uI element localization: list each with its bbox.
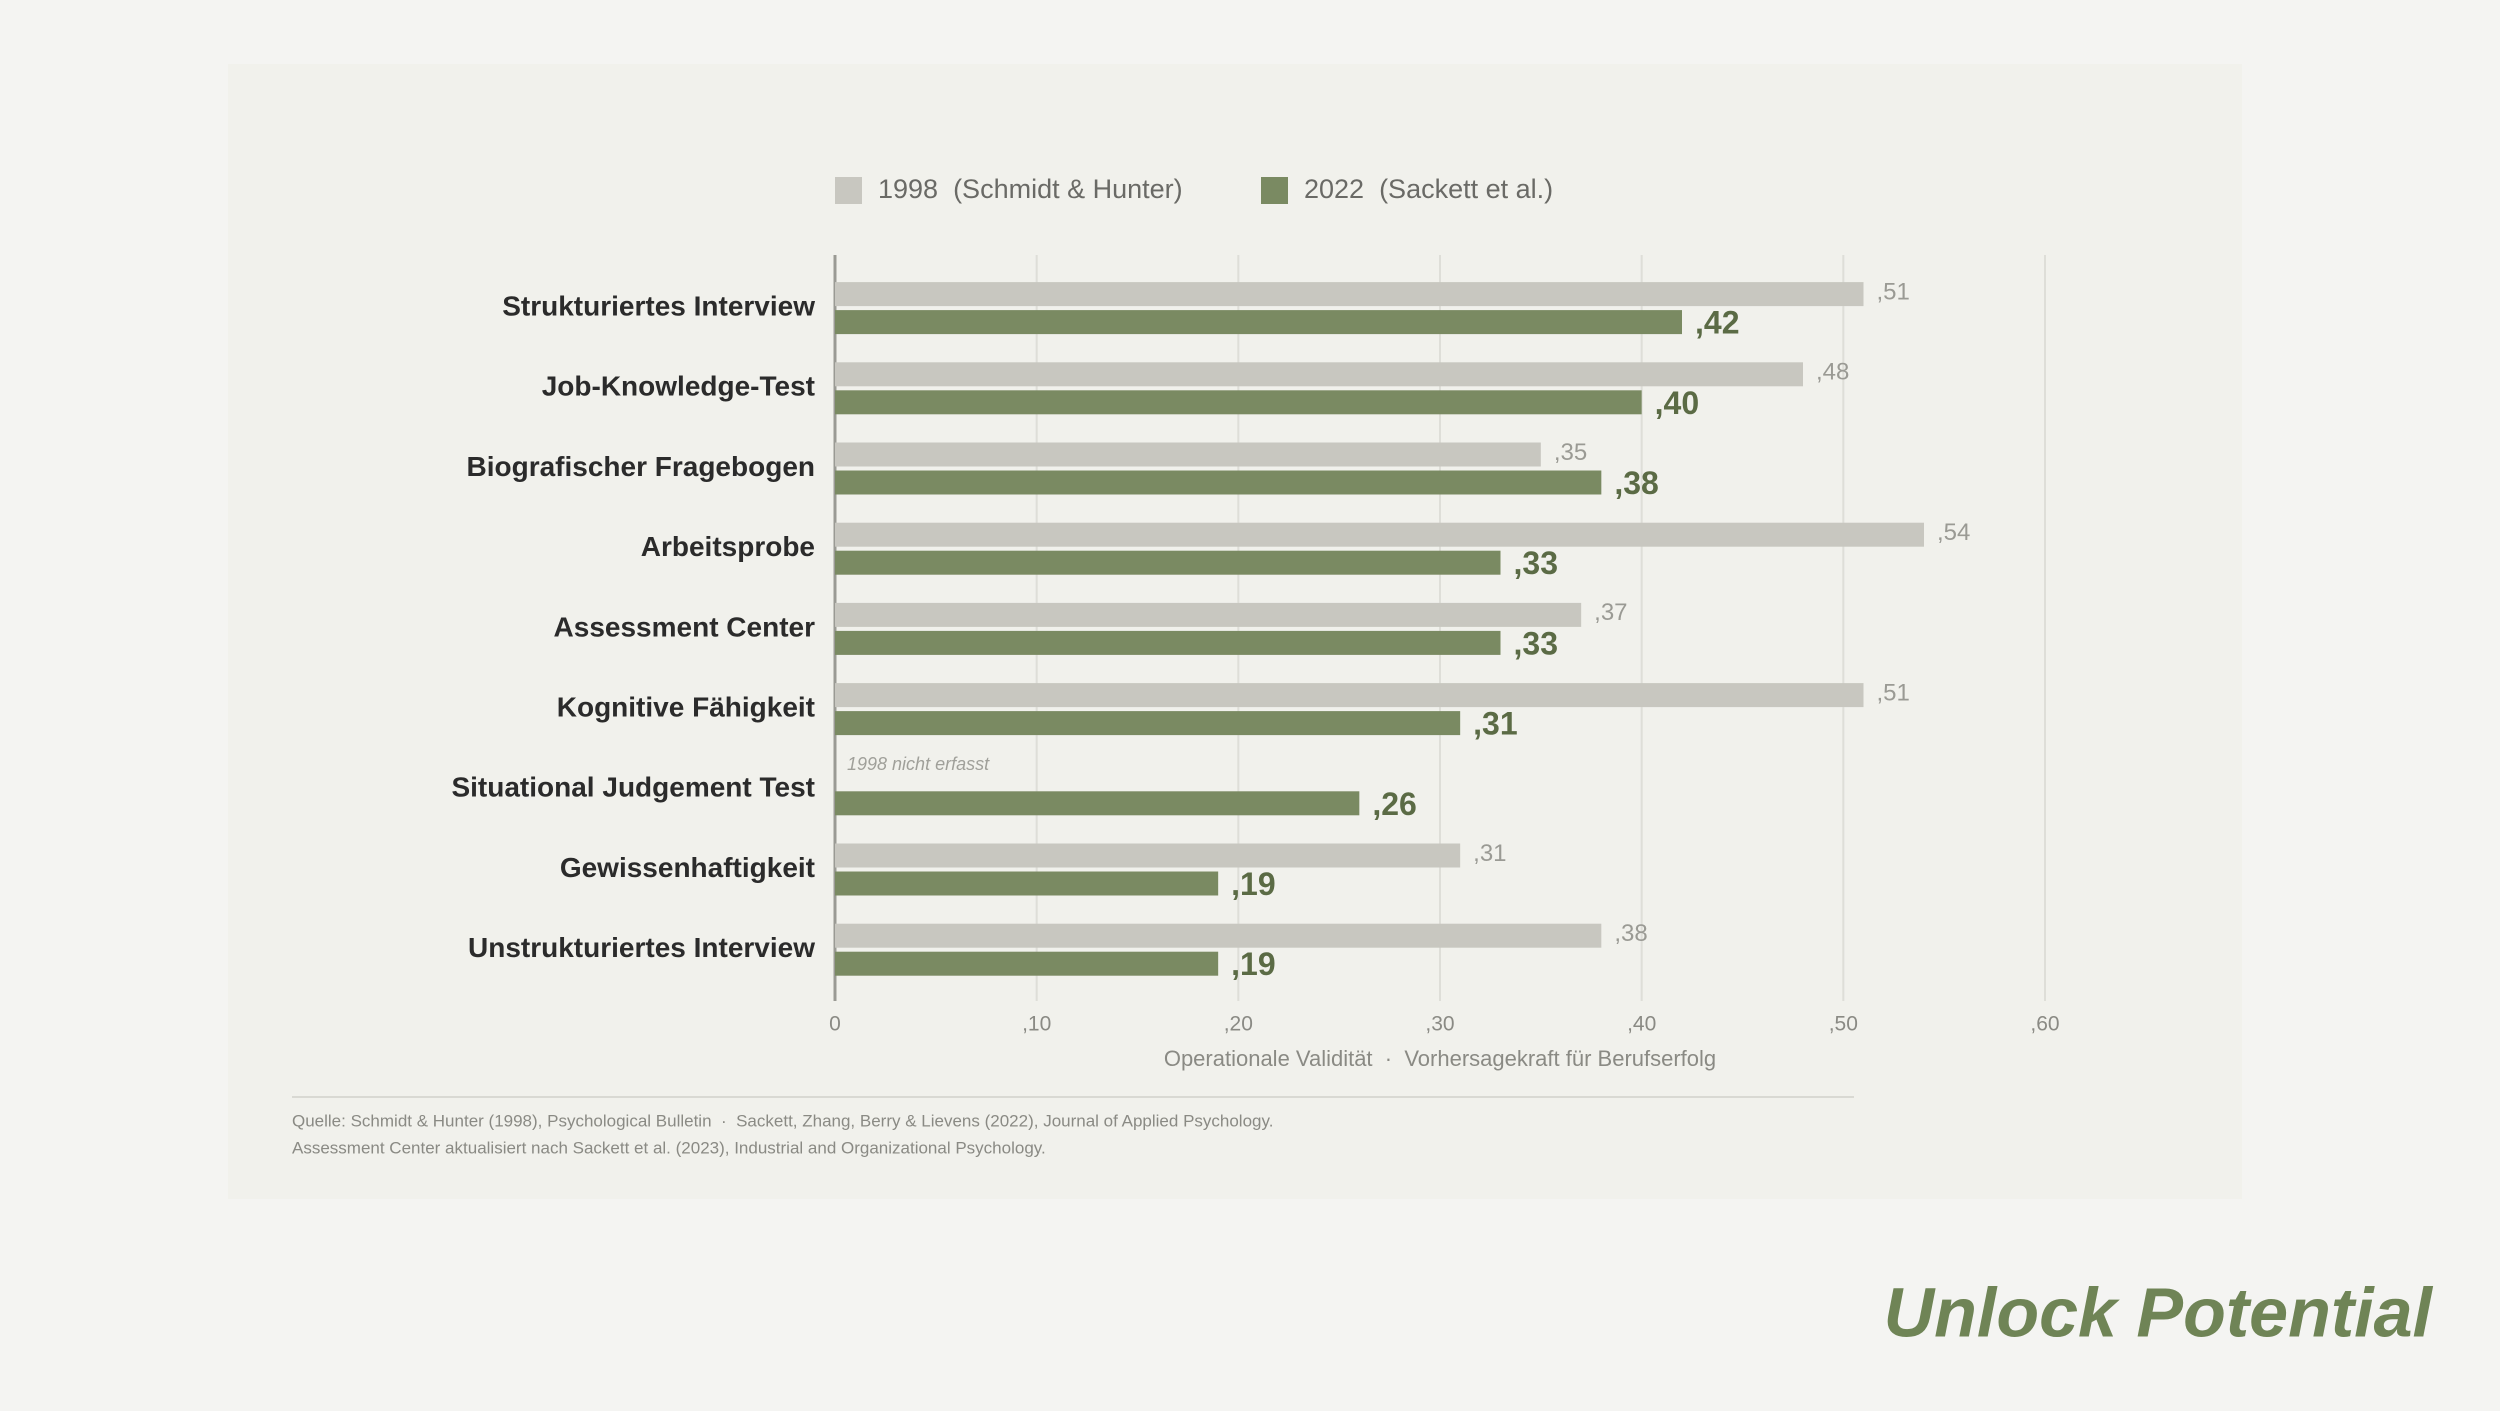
value-label: ,38 — [1614, 920, 1647, 947]
category-label: Unstrukturiertes Interview — [468, 932, 815, 963]
value-label: ,19 — [1231, 946, 1275, 982]
x-tick-label: ,50 — [1829, 1013, 1858, 1036]
bar — [835, 310, 1682, 335]
category-label: Job-Knowledge-Test — [542, 371, 815, 402]
value-label: ,35 — [1554, 439, 1587, 466]
legend-label: 1998 (Schmidt & Hunter) — [878, 174, 1183, 204]
brand-logo: Unlock Potential — [1884, 1273, 2434, 1351]
x-tick-label: ,30 — [1425, 1013, 1454, 1036]
value-label: ,38 — [1614, 465, 1658, 501]
value-label: ,31 — [1473, 706, 1517, 742]
value-label: ,54 — [1937, 519, 1970, 546]
value-label: ,33 — [1514, 545, 1558, 581]
bar — [835, 871, 1219, 896]
bar — [835, 923, 1602, 948]
value-label: ,19 — [1231, 866, 1275, 902]
category-label: Kognitive Fähigkeit — [557, 691, 815, 722]
x-axis-label: Operationale Validität · Vorhersagekraft… — [1164, 1046, 1716, 1071]
legend-swatch — [1261, 177, 1288, 204]
value-label: ,37 — [1594, 599, 1627, 626]
value-label: ,51 — [1877, 278, 1910, 305]
bar — [835, 683, 1864, 708]
category-label: Strukturiertes Interview — [502, 290, 815, 321]
bar — [835, 843, 1461, 868]
bar — [835, 522, 1924, 547]
source-line: Quelle: Schmidt & Hunter (1998), Psychol… — [292, 1111, 1273, 1130]
bar — [835, 470, 1602, 495]
value-label: ,26 — [1372, 786, 1416, 822]
category-label: Gewissenhaftigkeit — [560, 852, 815, 883]
bar — [835, 442, 1541, 467]
bar — [835, 791, 1360, 816]
legend-label: 2022 (Sackett et al.) — [1304, 174, 1553, 204]
value-label: ,51 — [1877, 679, 1910, 706]
bar — [835, 602, 1582, 627]
category-label: Assessment Center — [554, 611, 816, 642]
value-label: ,33 — [1514, 625, 1558, 661]
x-tick-label: ,10 — [1022, 1013, 1051, 1036]
bar — [835, 630, 1501, 655]
category-label: Arbeitsprobe — [641, 531, 815, 562]
value-label: ,42 — [1695, 305, 1739, 341]
source-line: Assessment Center aktualisiert nach Sack… — [292, 1138, 1046, 1157]
category-label: Situational Judgement Test — [451, 772, 815, 803]
annotation: 1998 nicht erfasst — [847, 754, 990, 774]
bar — [835, 951, 1219, 976]
legend-swatch — [835, 177, 862, 204]
x-tick-label: ,20 — [1224, 1013, 1253, 1036]
bar — [835, 282, 1864, 307]
bar — [835, 711, 1461, 736]
x-tick-label: ,40 — [1627, 1013, 1656, 1036]
category-label: Biografischer Fragebogen — [466, 451, 815, 482]
value-label: ,40 — [1655, 385, 1699, 421]
x-tick-label: 0 — [829, 1013, 841, 1036]
bar — [835, 362, 1803, 387]
x-tick-label: ,60 — [2030, 1013, 2059, 1036]
bar — [835, 390, 1642, 415]
value-label: ,48 — [1816, 359, 1849, 386]
value-label: ,31 — [1473, 840, 1506, 867]
bar — [835, 550, 1501, 575]
